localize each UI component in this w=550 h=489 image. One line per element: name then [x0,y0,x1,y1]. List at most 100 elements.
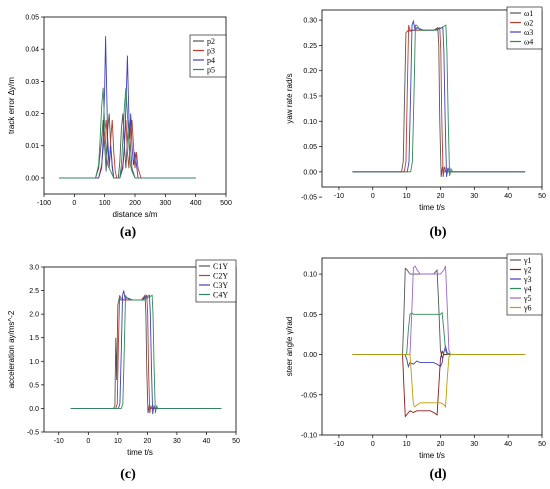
legend-label: ω4 [524,38,533,47]
y-tick-label: 0.01 [25,143,39,150]
legend-label: ω1 [524,9,533,18]
x-axis-label: time t/s [419,203,445,212]
y-tick-label: 0.03 [25,79,39,86]
x-tick-label: 0 [371,441,375,448]
legend-label: γ1 [523,256,532,265]
plot-frame [321,9,543,188]
series-line-γ1 [352,267,526,360]
y-tick-label: 0.5 [29,382,39,389]
y-tick-label: 3.0 [29,265,39,272]
x-tick-label: 400 [190,200,202,207]
y-tick-label: -0.5 [27,430,39,437]
x-tick-label: 50 [538,441,546,448]
x-tick-label: -10 [54,438,64,445]
y-tick-label: 1.5 [29,335,39,342]
x-tick-label: 500 [220,200,232,207]
x-tick-label: 10 [403,441,411,448]
y-tick-label: 0.05 [25,15,39,22]
legend-label: γ4 [523,285,532,294]
x-tick-label: -10 [334,193,344,200]
y-axis-label: acceleration ay/ms^-2 [7,310,16,388]
series-line-C4Y [70,294,222,414]
y-axis-label: track error Δy/m [7,77,16,134]
legend-label: ω2 [524,19,533,28]
series-line-γ5 [352,265,526,355]
y-tick-label: 2.0 [29,312,39,319]
y-tick-label: 0.00 [303,352,317,359]
y-tick-label: 0.20 [303,68,317,75]
y-tick-label: 0.0 [29,406,39,413]
y-tick-label: 0.02 [25,111,39,118]
legend-label: C3Y [213,281,228,290]
x-tick-label: 10 [403,193,411,200]
series-line-ω1 [352,26,526,177]
x-tick-label: 0 [86,438,90,445]
panel-caption: (c) [120,467,136,482]
series-line-p3 [59,119,196,179]
y-tick-label: 0.10 [303,272,317,279]
chart-panel-d: -10 0 10 20 30 40 50 -0.10 -0.05 0.00 0.05 0.10 time… [285,253,546,482]
x-tick-label: 50 [232,438,240,445]
y-tick-label: 0.04 [25,47,39,54]
y-tick-label: 0.00 [25,175,39,182]
series-line-p5 [59,87,196,179]
legend-box [189,34,227,78]
x-tick-label: 30 [470,441,478,448]
x-tick-label: 100 [99,200,111,207]
x-tick-label: 10 [114,438,122,445]
x-axis-label: distance s/m [113,210,158,219]
x-tick-label: 20 [437,193,445,200]
x-tick-label: 20 [437,441,445,448]
legend-label: γ3 [523,275,532,284]
legend-label: C1Y [213,262,228,271]
panel-caption: (a) [120,225,137,240]
legend-label: p5 [207,66,215,75]
y-tick-label: 2.5 [29,288,39,295]
x-tick-label: 20 [143,438,151,445]
y-tick-label: 0.00 [303,169,317,176]
x-tick-label: 0 [371,193,375,200]
series-line-γ4 [352,311,526,355]
y-tick-label: 0.25 [303,43,317,50]
y-tick-label: 0.05 [303,312,317,319]
x-tick-label: 0 [72,200,76,207]
legend-label: γ5 [523,294,532,303]
panel-caption: (d) [429,467,446,482]
legend-label: p3 [207,47,215,56]
x-tick-label: 200 [129,200,141,207]
legend-label: p4 [207,56,215,65]
x-tick-label: 300 [159,200,171,207]
x-axis-label: time t/s [419,451,445,460]
chart-panel-c: -10 0 10 20 30 40 50 -0.5 0.0 0.5 1.0 1.5 2.0 2.5 3.0 t… [7,259,240,482]
legend-label: γ2 [523,266,532,275]
y-tick-label: 0.05 [303,144,317,151]
y-tick-label: 0.15 [303,93,317,100]
plot-frame [321,257,543,436]
y-tick-label: 0.30 [303,18,317,25]
x-axis-label: time t/s [127,448,153,457]
series-line-γ2 [352,350,526,418]
y-tick-label: -0.10 [301,433,317,440]
y-tick-label: 1.0 [29,359,39,366]
y-tick-label: -0.05 [301,195,317,202]
series-line-γ3 [352,344,526,369]
y-axis-label: steer angle γ/rad [285,317,294,377]
plot-frame [43,266,237,433]
x-tick-label: 30 [173,438,181,445]
x-tick-label: 30 [470,193,478,200]
x-tick-label: 50 [538,193,546,200]
y-tick-label: -0.05 [301,392,317,399]
x-tick-label: -10 [334,441,344,448]
legend-label: C2Y [213,272,228,281]
panel-caption: (b) [429,225,446,240]
legend-label: p2 [207,37,215,46]
legend-label: γ6 [523,304,532,313]
series-line-γ6 [352,354,526,409]
series-line-C1Y [70,294,222,414]
x-tick-label: 40 [203,438,211,445]
series-line-ω4 [352,24,526,176]
legend-label: C4Y [213,291,228,300]
y-tick-label: 0.10 [303,119,317,126]
legend-box [506,253,543,316]
